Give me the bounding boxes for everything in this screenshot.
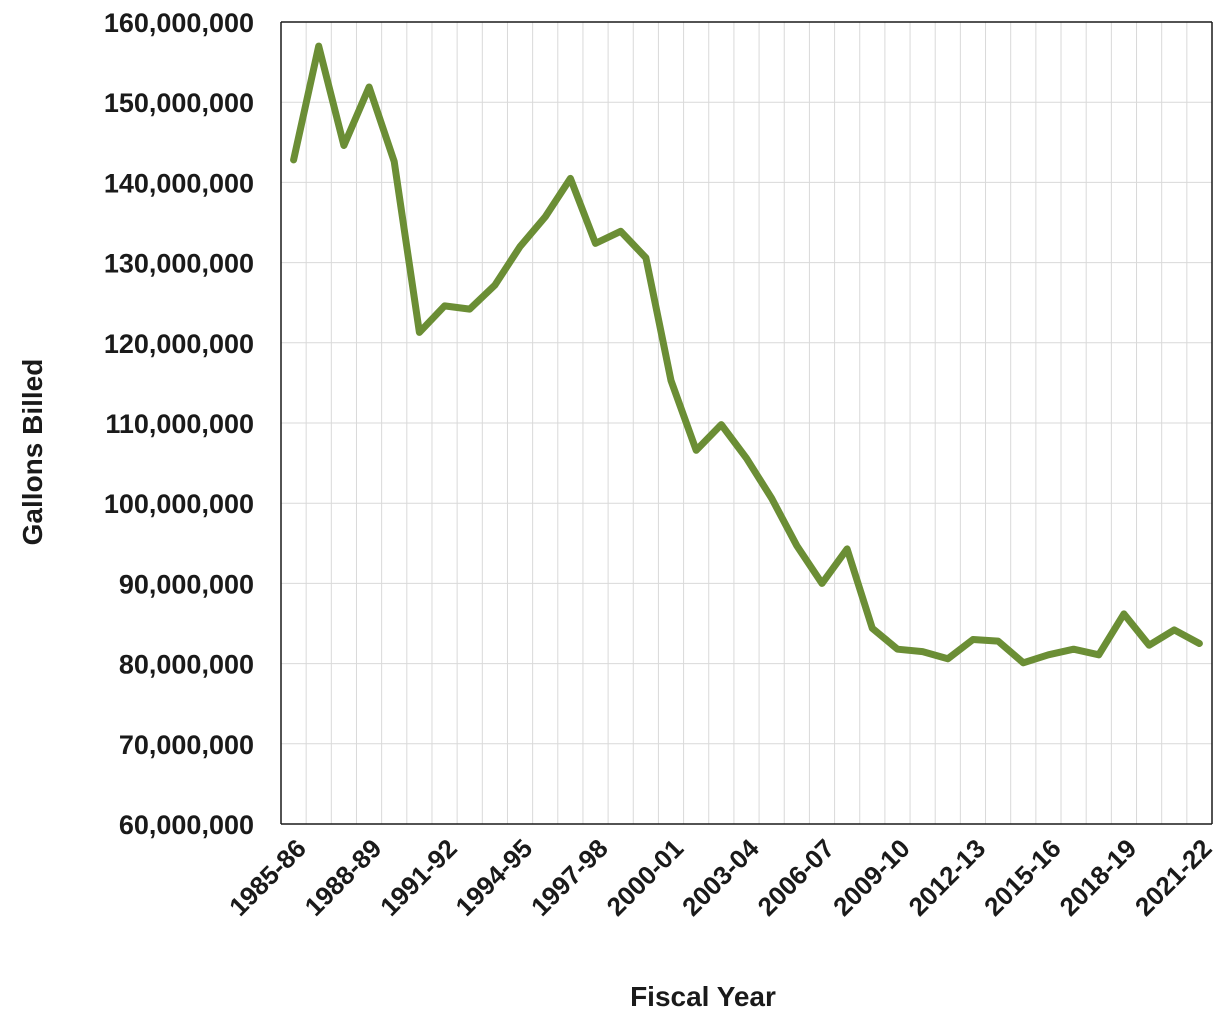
y-tick-label: 90,000,000: [119, 569, 254, 599]
x-tick-label: 2003-04: [676, 833, 765, 922]
x-tick-label: 2009-10: [827, 833, 916, 922]
y-tick-label: 160,000,000: [104, 8, 254, 38]
series-line: [290, 42, 1203, 667]
x-tick-label: 2000-01: [601, 833, 690, 922]
x-tick-label: 1988-89: [299, 833, 388, 922]
x-tick-label: 2021-22: [1129, 833, 1214, 922]
y-tick-label: 100,000,000: [104, 489, 254, 519]
x-tick-label: 2012-13: [903, 833, 992, 922]
y-tick-label: 150,000,000: [104, 88, 254, 118]
y-tick-label: 70,000,000: [119, 730, 254, 760]
x-tick-label: 1991-92: [374, 833, 463, 922]
x-tick-label: 1994-95: [450, 833, 539, 922]
y-tick-label: 140,000,000: [104, 168, 254, 198]
y-tick-label: 80,000,000: [119, 650, 254, 680]
x-tick-label: 1997-98: [525, 833, 614, 922]
x-axis-tick-labels: 1985-861988-891991-921994-951997-982000-…: [223, 833, 1214, 922]
y-tick-label: 60,000,000: [119, 810, 254, 840]
x-tick-label: 2018-19: [1053, 833, 1142, 922]
y-axis-tick-labels: 60,000,000 70,000,000 80,000,000 90,000,000…: [104, 8, 254, 840]
gridlines: [281, 21, 1212, 825]
y-tick-label: 110,000,000: [105, 409, 254, 439]
y-tick-label: 130,000,000: [104, 249, 254, 279]
y-tick-label: 120,000,000: [104, 329, 254, 359]
x-tick-label: 2015-16: [978, 833, 1067, 922]
y-axis-title: Gallons Billed: [17, 359, 48, 546]
x-tick-label: 1985-86: [223, 833, 312, 922]
series-layer: [290, 42, 1203, 667]
x-axis-title: Fiscal Year: [630, 981, 776, 1012]
axes: [280, 21, 1213, 825]
x-tick-label: 2006-07: [752, 833, 841, 922]
